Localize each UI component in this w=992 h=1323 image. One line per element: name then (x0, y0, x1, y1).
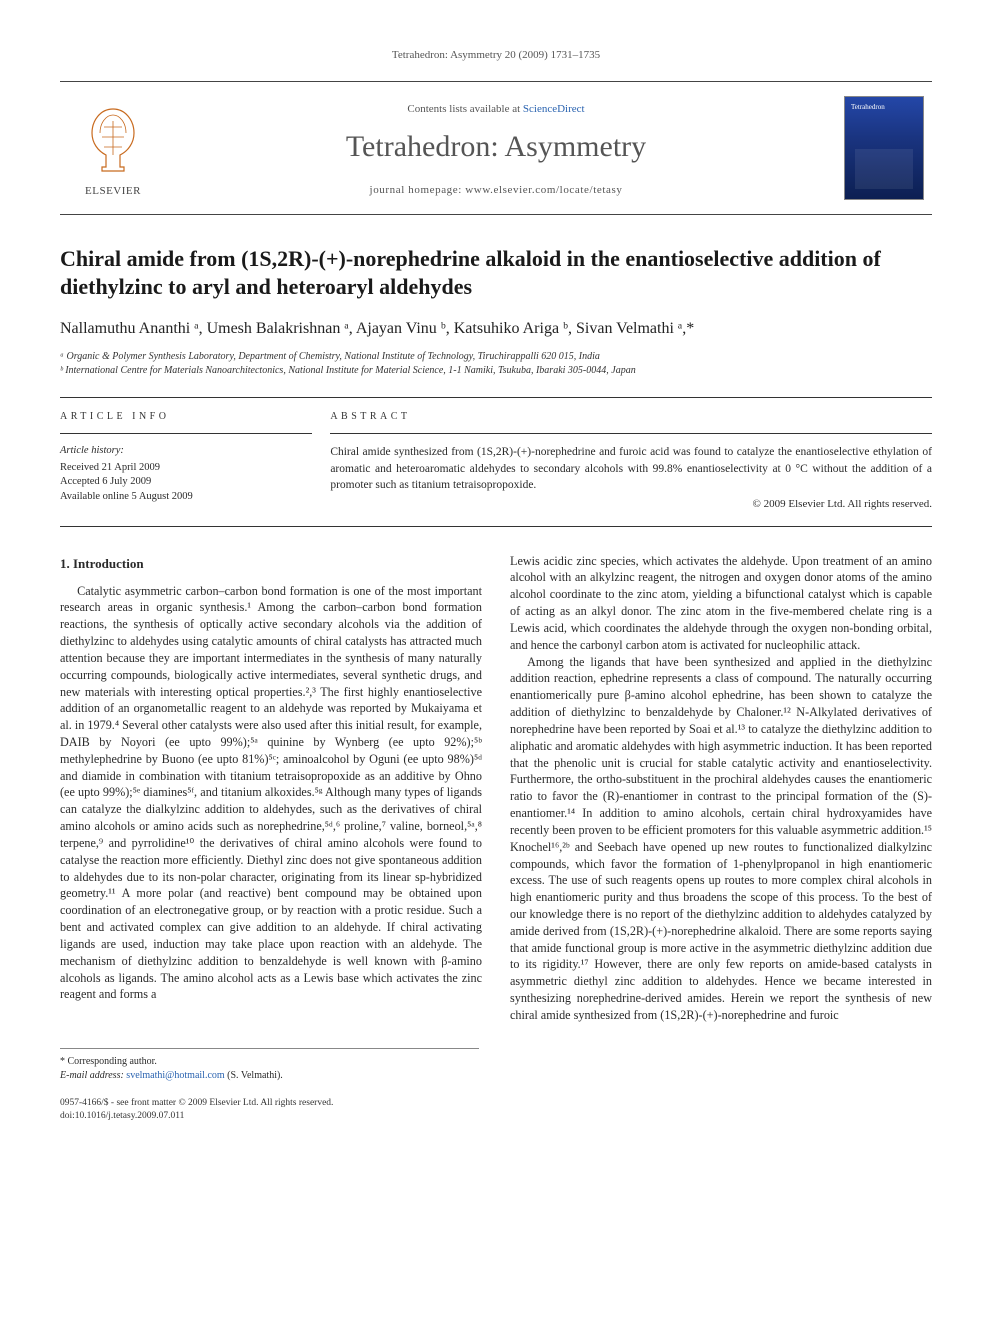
contents-available-line: Contents lists available at ScienceDirec… (170, 102, 822, 117)
doi-block: 0957-4166/$ - see front matter © 2009 El… (60, 1097, 932, 1124)
front-matter-line: 0957-4166/$ - see front matter © 2009 El… (60, 1097, 932, 1110)
article-meta-row: ARTICLE INFO Article history: Received 2… (60, 397, 932, 527)
abstract-block: ABSTRACT Chiral amide synthesized from (… (330, 398, 932, 526)
journal-name: Tetrahedron: Asymmetry (170, 127, 822, 168)
article-history: Received 21 April 2009 Accepted 6 July 2… (60, 461, 312, 505)
section-1-para-3: Among the ligands that have been synthes… (510, 654, 932, 1024)
corresp-email-line: E-mail address: svelmathi@hotmail.com (S… (60, 1069, 479, 1083)
publisher-label: ELSEVIER (68, 184, 158, 199)
corresp-label: * Corresponding author. (60, 1055, 479, 1069)
corresp-email-link[interactable]: svelmathi@hotmail.com (126, 1070, 224, 1081)
affiliation-b: ᵇ International Centre for Materials Nan… (60, 364, 932, 379)
page: Tetrahedron: Asymmetry 20 (2009) 1731–17… (0, 0, 992, 1163)
article-info-heading: ARTICLE INFO (60, 410, 312, 424)
section-1-para-1: Catalytic asymmetric carbon–carbon bond … (60, 583, 482, 1004)
journal-cover-thumbnail (844, 96, 924, 200)
abstract-heading: ABSTRACT (330, 410, 932, 424)
section-1-para-2: Lewis acidic zinc species, which activat… (510, 553, 932, 654)
contents-prefix: Contents lists available at (407, 103, 522, 115)
doi-line: doi:10.1016/j.tetasy.2009.07.011 (60, 1110, 932, 1123)
running-head: Tetrahedron: Asymmetry 20 (2009) 1731–17… (60, 48, 932, 63)
sciencedirect-link[interactable]: ScienceDirect (523, 103, 585, 115)
corresp-email-owner: (S. Velmathi). (227, 1070, 283, 1081)
homepage-prefix: journal homepage: (370, 184, 466, 196)
affiliations: ᵃ Organic & Polymer Synthesis Laboratory… (60, 350, 932, 379)
article-history-heading: Article history: (60, 444, 312, 458)
email-label: E-mail address: (60, 1070, 124, 1081)
journal-banner: ELSEVIER Contents lists available at Sci… (60, 82, 932, 216)
cover-thumbnail-block (834, 96, 924, 205)
body-two-column: 1. Introduction Catalytic asymmetric car… (60, 553, 932, 1024)
article-title: Chiral amide from (1S,2R)-(+)-norephedri… (60, 245, 932, 300)
homepage-url: www.elsevier.com/locate/tetasy (465, 184, 622, 196)
corresponding-author-footnote: * Corresponding author. E-mail address: … (60, 1048, 479, 1083)
info-rule (60, 433, 312, 434)
banner-center: Contents lists available at ScienceDirec… (158, 102, 834, 198)
history-accepted: Accepted 6 July 2009 (60, 475, 312, 490)
affiliation-a: ᵃ Organic & Polymer Synthesis Laboratory… (60, 350, 932, 365)
abstract-text: Chiral amide synthesized from (1S,2R)-(+… (330, 444, 932, 492)
history-online: Available online 5 August 2009 (60, 490, 312, 505)
history-received: Received 21 April 2009 (60, 461, 312, 476)
publisher-logo-block: ELSEVIER (68, 101, 158, 198)
abstract-rule (330, 433, 932, 434)
author-list: Nallamuthu Ananthi ᵃ, Umesh Balakrishnan… (60, 318, 932, 340)
elsevier-tree-icon (78, 101, 148, 179)
abstract-copyright: © 2009 Elsevier Ltd. All rights reserved… (330, 497, 932, 512)
journal-homepage-line: journal homepage: www.elsevier.com/locat… (170, 183, 822, 198)
article-info-block: ARTICLE INFO Article history: Received 2… (60, 398, 330, 526)
section-1-heading: 1. Introduction (60, 555, 482, 573)
